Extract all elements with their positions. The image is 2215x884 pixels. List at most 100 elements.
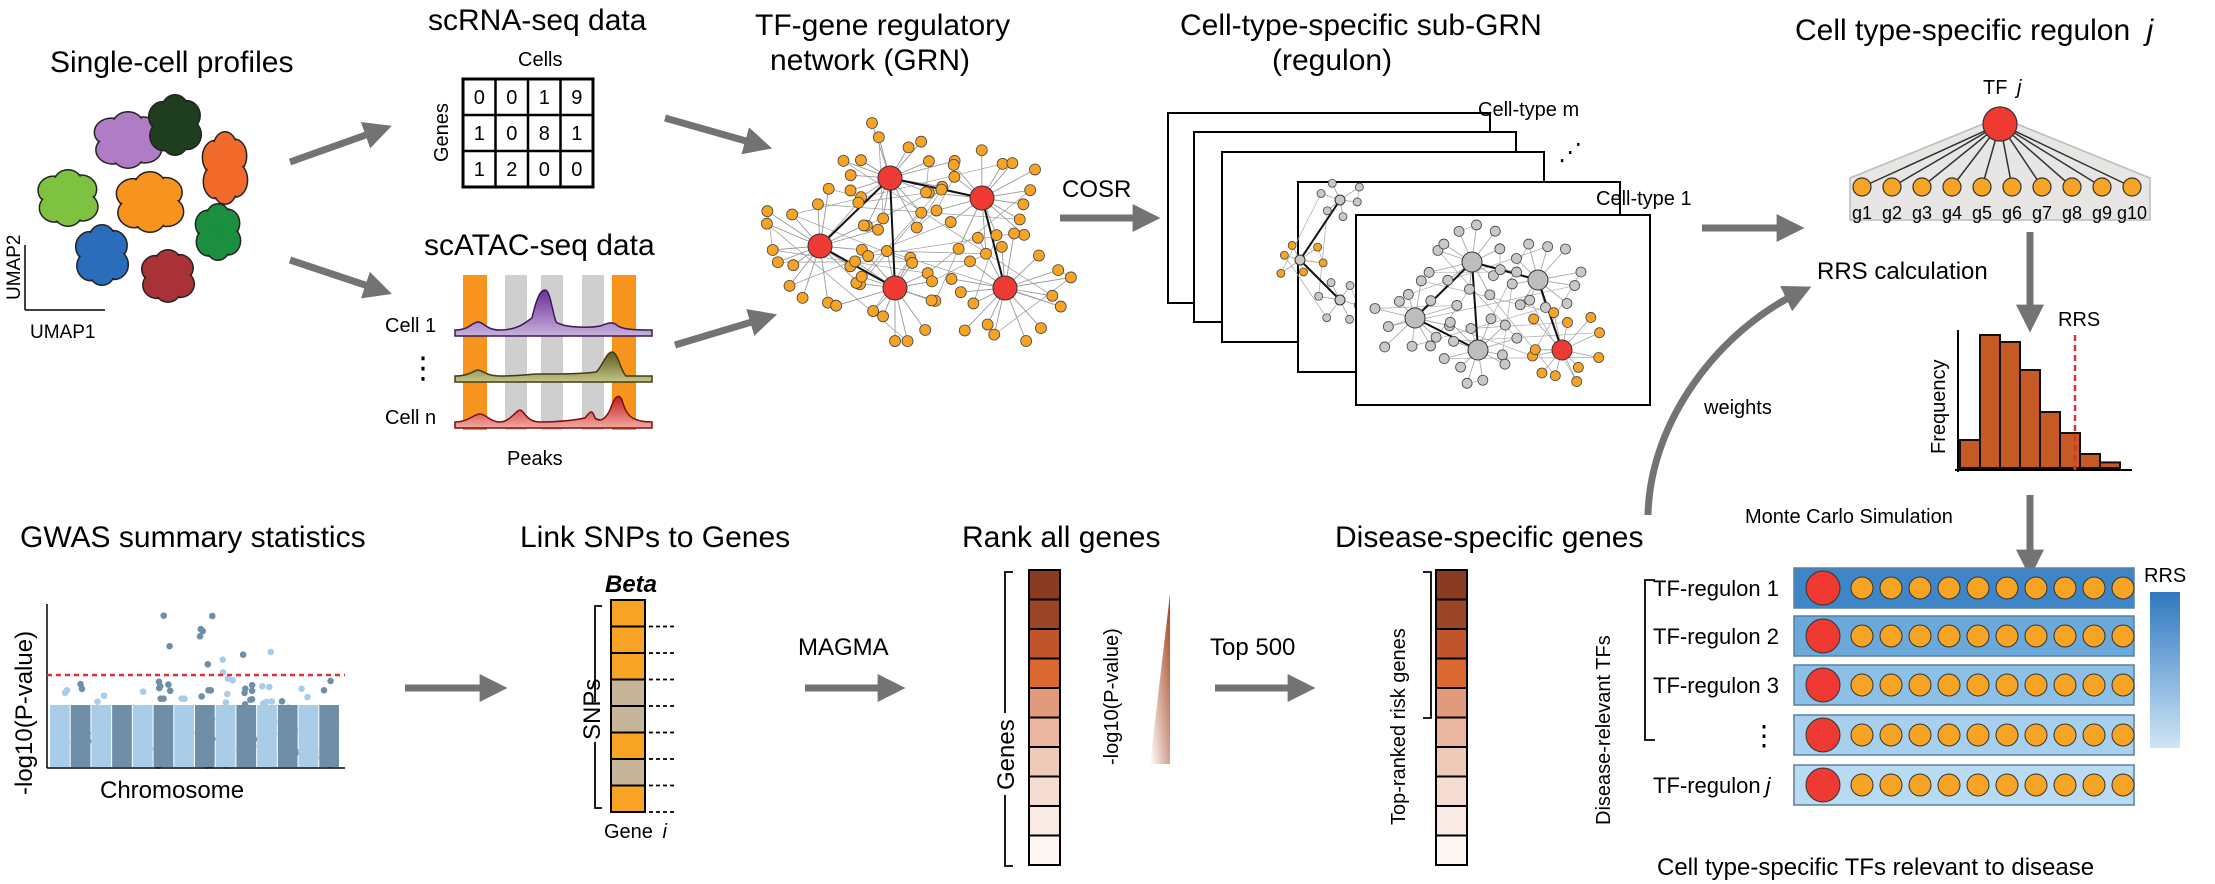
snp-point bbox=[204, 661, 212, 668]
snp-point bbox=[243, 757, 250, 764]
tf-row-gene-node bbox=[1908, 624, 1932, 648]
cluster-fill bbox=[156, 251, 180, 273]
snp-point bbox=[52, 748, 60, 756]
snp-point bbox=[279, 752, 287, 759]
network-tf-node bbox=[1294, 254, 1306, 266]
network-gene-node bbox=[944, 216, 957, 228]
network-edge bbox=[766, 211, 774, 251]
cluster-fill bbox=[163, 129, 187, 154]
network-gene-node bbox=[1054, 300, 1067, 313]
snp-point bbox=[263, 730, 270, 738]
network-tf-node bbox=[807, 233, 833, 259]
tf-label-text: TF bbox=[1983, 77, 2007, 99]
snp-point bbox=[224, 675, 232, 682]
snp-point bbox=[284, 704, 292, 712]
gene-cell bbox=[1435, 687, 1468, 719]
snp-point bbox=[146, 745, 154, 753]
snp-point bbox=[201, 754, 209, 761]
snp-point bbox=[324, 720, 332, 727]
snp-point bbox=[116, 704, 123, 712]
snp-point bbox=[239, 651, 247, 659]
network-gene-node bbox=[935, 183, 948, 196]
snp-point bbox=[305, 712, 313, 720]
regulon-title-j: j bbox=[2143, 14, 2155, 47]
tf-row-gene-node bbox=[1908, 576, 1932, 600]
tf-row-gene-node bbox=[2024, 673, 2048, 697]
network-gene-node bbox=[1471, 219, 1482, 231]
network-gene-node bbox=[1438, 238, 1450, 250]
histogram-bar bbox=[2019, 369, 2041, 469]
network-edge bbox=[927, 189, 1031, 274]
regulon-gene-node bbox=[2062, 177, 2082, 197]
snp-point bbox=[327, 677, 334, 685]
snp-point bbox=[224, 690, 231, 698]
cluster-fill bbox=[114, 144, 142, 167]
network-gene-node bbox=[1379, 341, 1391, 353]
regulon-gene-node bbox=[2092, 177, 2112, 197]
hub-edge bbox=[1414, 261, 1473, 319]
snp-bracket bbox=[594, 605, 602, 809]
gene-cell bbox=[1028, 569, 1061, 601]
snp-point bbox=[207, 761, 215, 768]
network-tf-node bbox=[1404, 307, 1426, 329]
hub-edge bbox=[1299, 259, 1341, 301]
tf-row-gene-node bbox=[1850, 773, 1874, 797]
cluster-fill bbox=[114, 113, 142, 136]
network-gene-node bbox=[975, 144, 988, 157]
tf-row-gene-node bbox=[2053, 576, 2077, 600]
network-gene-node bbox=[760, 217, 773, 230]
network-gene-node bbox=[830, 299, 843, 312]
network-gene-node bbox=[872, 131, 885, 144]
network-gene-node bbox=[1562, 317, 1573, 328]
link-panel: Link SNPs to Genes Beta SNPs Gene i bbox=[520, 521, 790, 843]
network-gene-node bbox=[783, 279, 796, 292]
network-gene-node bbox=[866, 117, 878, 129]
network-gene-node bbox=[1008, 227, 1020, 240]
snp-point bbox=[180, 746, 187, 754]
snp-point bbox=[279, 757, 287, 764]
tf-row-gene-node bbox=[2024, 624, 2048, 648]
network-gene-node bbox=[1279, 250, 1289, 260]
gwas-ylabel: -log10(P-value) bbox=[11, 631, 38, 795]
matrix-cell: 9 bbox=[571, 87, 582, 109]
expression-matrix: 0 0 1 91 0 8 11 2 0 0 bbox=[461, 77, 595, 189]
gwas-title: GWAS summary statistics bbox=[20, 521, 366, 554]
network-edge bbox=[792, 214, 913, 264]
gene-cell bbox=[1435, 775, 1468, 807]
snp-cell bbox=[610, 758, 646, 787]
regulon-gene-label: g2 bbox=[1882, 203, 1902, 223]
network-gene-node bbox=[964, 255, 976, 268]
tf-row-tf-node bbox=[1805, 570, 1841, 606]
gwas-xlabel: Chromosome bbox=[100, 777, 244, 804]
celltype-dots: ⋰ bbox=[1558, 139, 1582, 166]
beta-label: Beta bbox=[605, 571, 657, 598]
network-gene-node bbox=[877, 212, 890, 225]
snp-point bbox=[249, 742, 257, 750]
scatac-panel: scATAC-seq data Cell 1 ⋮ Cell n Peaks bbox=[385, 229, 655, 470]
cluster-fill bbox=[90, 226, 114, 251]
snp-point bbox=[222, 720, 229, 727]
network-gene-node bbox=[1438, 353, 1450, 364]
network-gene-node bbox=[862, 250, 874, 262]
tf-row-gene-node bbox=[2111, 624, 2135, 648]
network-gene-node bbox=[855, 270, 868, 283]
snp-point bbox=[142, 725, 149, 732]
network-gene-node bbox=[796, 291, 809, 304]
weights-label: weights bbox=[1703, 397, 1772, 419]
snp-point bbox=[96, 747, 104, 755]
network-gene-node bbox=[915, 206, 928, 219]
network-gene-node bbox=[1536, 367, 1548, 379]
network-edge bbox=[1502, 283, 1513, 355]
cluster-fill bbox=[163, 96, 187, 121]
tf-row-label: TF-regulon 1 bbox=[1653, 576, 1779, 601]
network-gene-node bbox=[981, 318, 994, 331]
network-gene-node bbox=[1571, 376, 1583, 387]
network-gene-node bbox=[822, 182, 835, 195]
subgrn-title-line2: (regulon) bbox=[1272, 44, 1392, 77]
network-gene-node bbox=[1453, 225, 1465, 237]
network-gene-node bbox=[1299, 267, 1308, 277]
regulon-edge bbox=[1861, 123, 2001, 188]
network-gene-node bbox=[1017, 198, 1030, 211]
network-gene-node bbox=[1013, 213, 1026, 226]
network-gene-node bbox=[1540, 302, 1551, 313]
